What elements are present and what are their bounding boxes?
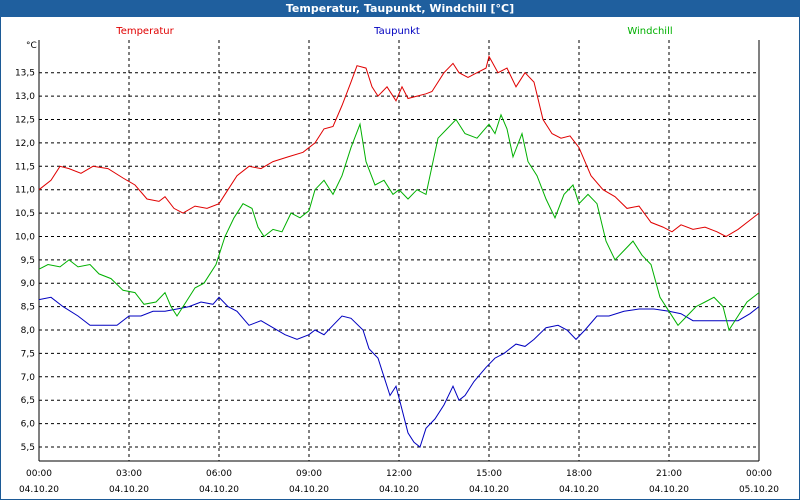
x-tick-time: 00:00 [26, 469, 52, 479]
series-line-windchill [38, 113, 760, 332]
x-tick-date: 04.10.20 [109, 485, 149, 495]
x-tick-time: 00:00 [746, 469, 772, 479]
x-tick-date: 04.10.20 [469, 485, 509, 495]
grid [38, 40, 760, 462]
x-tick-date: 04.10.20 [379, 485, 419, 495]
x-tick-date: 04.10.20 [649, 485, 689, 495]
y-tick-label: 6,0 [21, 420, 36, 430]
series-line-taupunkt [38, 296, 760, 448]
legend: Temperatur Taupunkt Windchill [115, 26, 672, 37]
y-tick-label: 12,0 [15, 139, 35, 149]
x-tick-time: 03:00 [116, 469, 142, 479]
y-tick-label: 5,5 [21, 443, 35, 453]
y-tick-label: 8,0 [21, 326, 36, 336]
x-tick-time: 21:00 [656, 469, 682, 479]
y-tick-label: 10,5 [15, 209, 35, 219]
y-tick-label: 11,5 [15, 162, 35, 172]
x-tick-time: 18:00 [566, 469, 592, 479]
y-tick-label: 9,5 [21, 256, 35, 266]
x-tick-date: 04.10.20 [19, 485, 59, 495]
y-tick-label: 11,0 [15, 186, 35, 196]
window-title: Temperatur, Taupunkt, Windchill [°C] [0, 0, 800, 17]
x-tick-time: 15:00 [476, 469, 502, 479]
x-tick-date: 05.10.20 [739, 485, 779, 495]
legend-entry-taupunkt: Taupunkt [373, 26, 420, 37]
legend-entry-temperatur: Temperatur [115, 26, 174, 37]
x-tick-time: 09:00 [296, 469, 322, 479]
series-lines [38, 55, 760, 448]
y-tick-label: 12,5 [15, 116, 35, 126]
x-tick-time: 12:00 [386, 469, 412, 479]
series-line-temperatur [38, 55, 760, 238]
y-axis-tick-labels: 5,5 6,0 6,5 7,0 7,5 8,0 8,5 9,0 9,5 10,0 10,5 11,0 1… [15, 69, 35, 453]
y-tick-label: 9,0 [21, 279, 36, 289]
y-tick-label: 7,5 [21, 349, 35, 359]
x-tick-time: 06:00 [206, 469, 232, 479]
y-tick-label: 7,0 [21, 373, 36, 383]
x-tick-date: 04.10.20 [289, 485, 329, 495]
y-tick-label: 6,5 [21, 396, 35, 406]
legend-entry-windchill: Windchill [627, 26, 672, 37]
y-tick-label: 10,0 [15, 232, 35, 242]
y-tick-label: 13,5 [15, 69, 35, 79]
x-axis-tick-labels: 00:00 04.10.20 03:00 04.10.20 06:00 04.10.20 0… [19, 469, 779, 495]
x-tick-date: 04.10.20 [199, 485, 239, 495]
x-tick-date: 04.10.20 [559, 485, 599, 495]
y-tick-label: 8,5 [21, 303, 35, 313]
y-tick-label: 13,0 [15, 92, 35, 102]
y-axis-unit-label: °C [26, 41, 37, 51]
